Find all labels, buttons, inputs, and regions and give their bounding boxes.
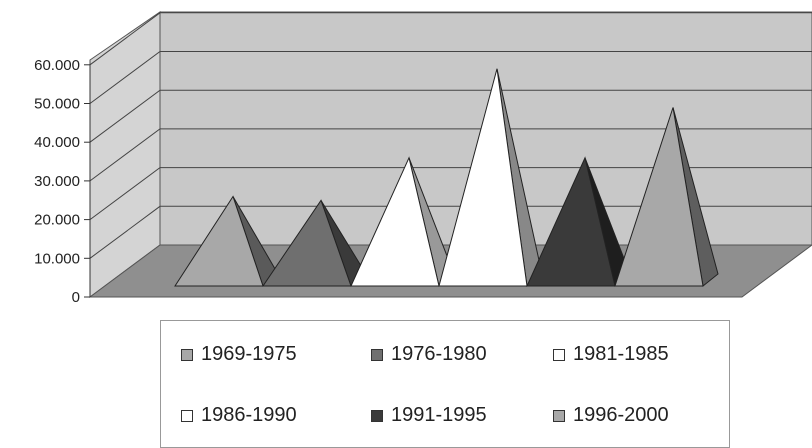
- legend-swatch: [181, 348, 193, 361]
- legend-item: 1996-2000: [553, 404, 669, 427]
- gridline: [89, 167, 812, 221]
- pyramids: [174, 68, 719, 287]
- legend-label: 1981-1985: [573, 343, 669, 365]
- y-axis: 0 10.000 20.000 30.000 40.000 50.000 60.000: [34, 57, 91, 306]
- y-tick-label: 10.000: [34, 250, 80, 267]
- legend-label: 1969-1975: [201, 343, 297, 365]
- legend-item: 1986-1990: [181, 404, 297, 427]
- pyramid-1986-1990: [438, 68, 528, 287]
- legend-swatch: [371, 348, 383, 361]
- y-tick-label: 30.000: [34, 173, 80, 190]
- gridline: [89, 12, 812, 66]
- legend-item: 1991-1995: [371, 404, 487, 427]
- legend-label: 1996-2000: [573, 404, 669, 426]
- legend-label: 1976-1980: [391, 343, 487, 365]
- pyramid-1976-1980: [262, 199, 352, 287]
- legend-item: 1969-1975: [181, 343, 297, 366]
- legend-label: 1991-1995: [391, 404, 487, 426]
- legend-item: 1976-1980: [371, 343, 487, 366]
- legend-swatch: [553, 409, 565, 422]
- legend-swatch: [553, 348, 565, 361]
- legend: 1969-1975 1976-1980 1981-1985 1986-1990 1991…: [160, 320, 730, 448]
- pyramid-1996-2000: [614, 107, 704, 287]
- legend-swatch: [181, 409, 193, 422]
- legend-item: 1981-1985: [553, 343, 669, 366]
- gridline: [89, 89, 812, 143]
- gridline: [89, 51, 812, 104]
- y-tick-label: 40.000: [34, 134, 80, 151]
- legend-label: 1986-1990: [201, 404, 297, 426]
- y-tick-label: 50.000: [34, 96, 80, 113]
- legend-swatch: [371, 409, 383, 422]
- pyramid-1969-1975: [174, 195, 264, 287]
- y-tick-label: 20.000: [34, 212, 80, 229]
- y-tick-label: 60.000: [34, 57, 80, 74]
- gridline: [89, 128, 812, 182]
- chart-area: 0 10.000 20.000 30.000 40.000 50.000 60.000: [34, 11, 812, 306]
- gridlines: [89, 12, 812, 259]
- pyramid-1981-1985: [350, 156, 440, 287]
- y-tick-label: 0: [72, 289, 80, 306]
- pyramid-1991-1995: [526, 156, 616, 287]
